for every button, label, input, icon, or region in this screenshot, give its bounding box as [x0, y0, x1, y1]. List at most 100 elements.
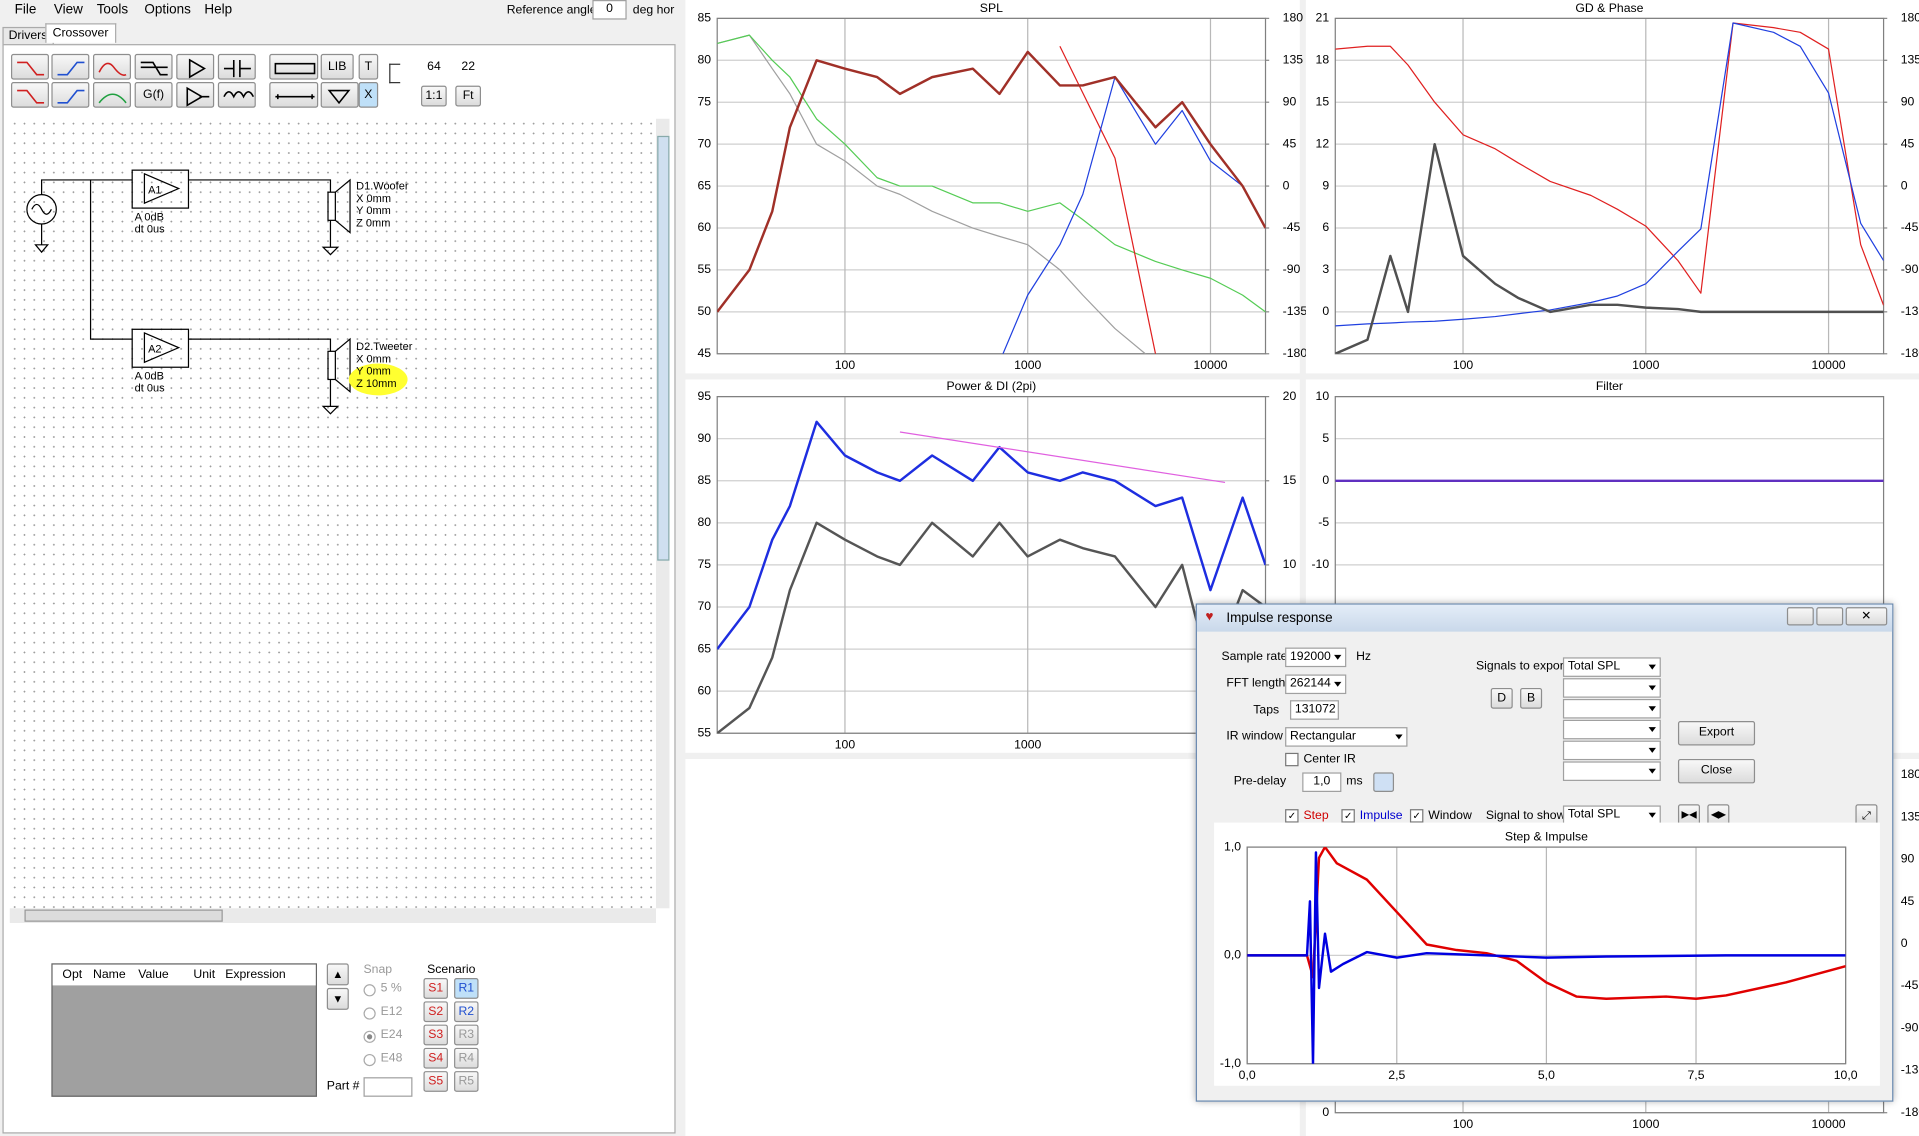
tool-button[interactable] [217, 82, 256, 108]
menu-item[interactable]: File [14, 2, 37, 18]
y-tick-label: 0 [1322, 473, 1329, 487]
maximize-button[interactable] [1816, 607, 1844, 626]
pre-delay-input[interactable]: 1,0 [1302, 772, 1342, 792]
x-tick-label: 1000 [1014, 738, 1041, 752]
y-tick-label: 12 [1316, 136, 1330, 150]
menu-item[interactable]: View [53, 2, 83, 18]
scenario-button[interactable]: S3 [423, 1024, 448, 1046]
tool-button[interactable] [51, 53, 90, 80]
center-ir-checkbox[interactable] [1285, 752, 1299, 767]
export-signal-select[interactable] [1562, 678, 1661, 698]
tool-button[interactable] [11, 82, 49, 108]
y2-tick-label: 90 [1901, 94, 1915, 108]
scrollbar[interactable] [656, 118, 670, 909]
fft-length-select[interactable]: 262144 [1285, 674, 1347, 695]
driver-y: Y 0mm [356, 366, 391, 378]
y-tick-label: 70 [697, 136, 711, 150]
group-title: Scenario [427, 963, 476, 977]
y-tick-label: 1,0 [1224, 839, 1241, 853]
scenario-button[interactable]: R4 [454, 1047, 479, 1069]
y2-tick-label: -180 [1901, 1105, 1919, 1119]
part-input[interactable] [363, 1077, 413, 1097]
parameter-table[interactable]: Opt Name Value Unit Expression [51, 963, 317, 1097]
step-checkbox[interactable]: ✓ [1285, 809, 1299, 823]
tool-button[interactable]: LIB [320, 53, 354, 80]
tool-button[interactable]: Ft [455, 85, 481, 107]
tab[interactable]: Crossover [45, 23, 116, 43]
label: Step [1303, 809, 1329, 823]
scenario-button[interactable]: R5 [454, 1071, 479, 1092]
y2-tick-label: -180 [1283, 346, 1308, 360]
label: Center IR [1303, 752, 1356, 767]
tool-button[interactable] [93, 53, 131, 80]
angle-input[interactable]: 0 [592, 0, 627, 20]
y2-tick-label: -90 [1283, 262, 1301, 276]
export-signal-select[interactable] [1562, 719, 1661, 740]
driver-y: Y 0mm [356, 205, 391, 217]
export-signal-select[interactable]: Total SPL [1562, 657, 1661, 677]
y2-tick-label: -45 [1901, 220, 1919, 234]
schematic-canvas[interactable] [9, 118, 657, 909]
x-tick-label: 5,0 [1538, 1068, 1555, 1082]
y-tick-label: 75 [697, 94, 711, 108]
series-line [717, 420, 1266, 650]
tool-button[interactable] [176, 53, 215, 80]
d-button[interactable]: D [1490, 687, 1513, 709]
tool-button[interactable] [320, 82, 359, 108]
tool-button[interactable] [93, 82, 131, 108]
amp-delay: dt 0us [135, 383, 165, 395]
scenario-button[interactable]: S5 [423, 1071, 448, 1092]
scenario-button[interactable]: S2 [423, 1001, 448, 1023]
export-signal-select[interactable] [1562, 698, 1661, 719]
tool-button[interactable] [269, 53, 319, 80]
label: Signal to show [1485, 809, 1566, 823]
tool-button[interactable] [176, 82, 215, 108]
tool-button[interactable]: G(f) [134, 82, 173, 108]
tool-button[interactable] [134, 53, 173, 80]
scenario-button[interactable]: S1 [423, 978, 448, 999]
y2-tick-label: 180 [1283, 11, 1304, 25]
menu-item[interactable]: Help [204, 2, 233, 18]
copy-button[interactable] [1373, 772, 1395, 792]
scenario-button[interactable]: S4 [423, 1047, 448, 1069]
tool-button[interactable]: X [358, 82, 379, 108]
minimize-button[interactable] [1786, 607, 1814, 626]
driver-name: D1.Woofer [356, 181, 409, 193]
menu-item[interactable]: Options [144, 2, 191, 18]
y2-tick-label: 20 [1283, 389, 1297, 403]
close-button[interactable]: Close [1677, 758, 1756, 784]
series-line [1002, 76, 1266, 354]
series-line [1247, 851, 1846, 1064]
scenario-button[interactable]: R1 [454, 978, 479, 999]
x-tick-label: 10000 [1812, 358, 1846, 372]
y-tick-label: 65 [697, 641, 711, 655]
y-tick-label: 80 [697, 53, 711, 67]
export-signal-select[interactable] [1562, 740, 1661, 761]
tool-button[interactable]: T [358, 53, 379, 80]
tool-button[interactable] [51, 82, 90, 108]
b-button[interactable]: B [1520, 687, 1543, 709]
tool-button[interactable] [11, 53, 49, 80]
move-down-button[interactable]: ▼ [326, 987, 349, 1010]
menu-item[interactable]: Tools [96, 2, 129, 18]
window-checkbox[interactable]: ✓ [1409, 809, 1424, 823]
export-button[interactable]: Export [1677, 720, 1756, 746]
close-window-button[interactable]: ✕ [1845, 607, 1888, 626]
tool-button[interactable]: 1:1 [421, 85, 447, 107]
zoom-button[interactable]: ▶◀ [1677, 804, 1700, 827]
sample-rate-select[interactable]: 192000 [1285, 647, 1347, 668]
scenario-button[interactable]: R3 [454, 1024, 479, 1046]
export-signal-select[interactable] [1562, 761, 1661, 781]
move-up-button[interactable]: ▲ [326, 963, 349, 986]
y-tick-label: 55 [697, 262, 711, 276]
ir-window-select[interactable]: Rectangular [1285, 727, 1408, 747]
impulse-checkbox[interactable]: ✓ [1341, 809, 1355, 823]
column-header: Expression [225, 968, 286, 982]
tool-button[interactable] [269, 82, 319, 108]
amp-gain: A 0dB [135, 370, 164, 382]
scenario-button[interactable]: R2 [454, 1001, 479, 1023]
y-tick-label: 0 [1322, 1105, 1329, 1119]
tool-button[interactable] [217, 53, 256, 80]
scrollbar[interactable] [9, 908, 657, 923]
y-tick-label: 60 [697, 220, 711, 234]
